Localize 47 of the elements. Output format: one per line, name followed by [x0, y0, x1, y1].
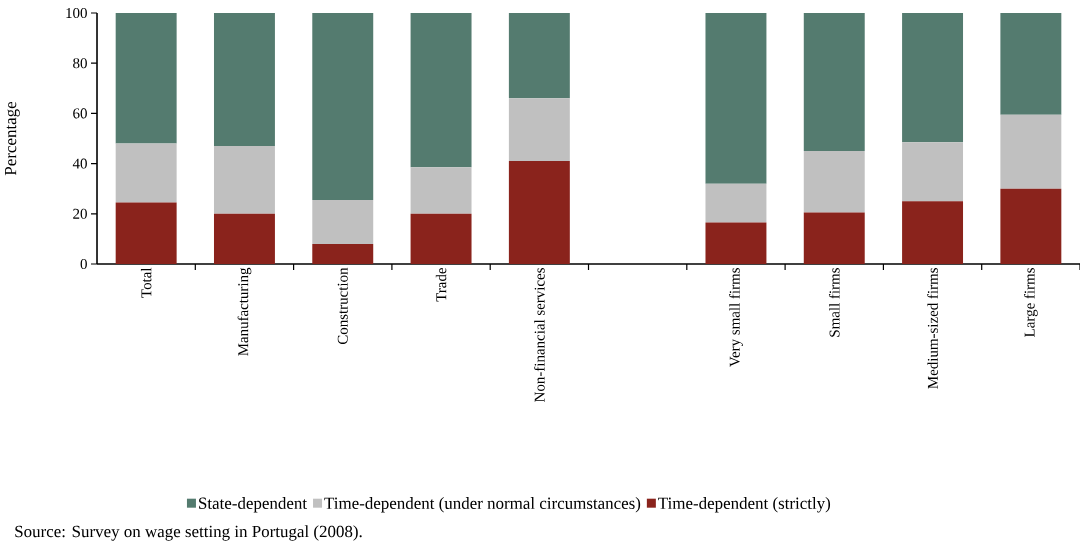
x-tick-label: Non-financial services — [534, 268, 545, 402]
y-tick-label: 100 — [66, 7, 87, 19]
bar — [902, 201, 964, 264]
y-tick-label: 0 — [80, 258, 87, 270]
y-tick-label: 40 — [72, 158, 87, 169]
bar — [705, 183, 767, 223]
y-axis-title: Percentage — [5, 101, 20, 176]
bar — [705, 222, 767, 264]
bar — [803, 212, 865, 264]
legend-label: Time-dependent (under normal circumstances) — [324, 497, 641, 513]
bar — [705, 12, 767, 184]
source-note: Source: Survey on wage setting in Portugal (2008). — [15, 525, 362, 541]
x-tick-label: Trade — [435, 268, 447, 302]
bar — [410, 12, 472, 168]
y-tick-label: 60 — [73, 108, 87, 119]
bar — [508, 98, 570, 162]
bar — [1000, 114, 1062, 189]
bar — [312, 243, 374, 264]
x-tick-label: Construction — [337, 267, 348, 345]
legend-label: State-dependent — [199, 497, 307, 513]
bar — [508, 12, 570, 99]
x-tick-label: Small firms — [828, 268, 840, 337]
bar — [312, 12, 374, 200]
bar — [312, 199, 374, 244]
bar — [902, 142, 964, 202]
bar — [115, 202, 177, 264]
x-tick-label: Medium-sized firms — [927, 268, 938, 389]
x-tick-label: Large firms — [1023, 268, 1038, 337]
y-tick-label: 20 — [73, 208, 87, 219]
bar — [115, 12, 177, 144]
legend-label: Time-dependent (strictly) — [658, 497, 831, 513]
bar — [803, 12, 865, 152]
y-tick-label: 80 — [73, 58, 87, 69]
x-tick-label: Manufacturing — [237, 267, 252, 356]
bar — [410, 167, 472, 214]
bar — [115, 143, 177, 203]
x-tick-label: Total — [140, 267, 152, 298]
bar — [1000, 12, 1062, 115]
bar — [508, 161, 570, 264]
bar — [213, 12, 275, 147]
bar — [902, 12, 964, 143]
bar — [410, 213, 472, 264]
bar — [213, 213, 275, 264]
bar — [1000, 188, 1062, 264]
bar — [803, 151, 865, 213]
x-tick-label: Very small firms — [729, 268, 743, 367]
bar — [213, 146, 275, 214]
